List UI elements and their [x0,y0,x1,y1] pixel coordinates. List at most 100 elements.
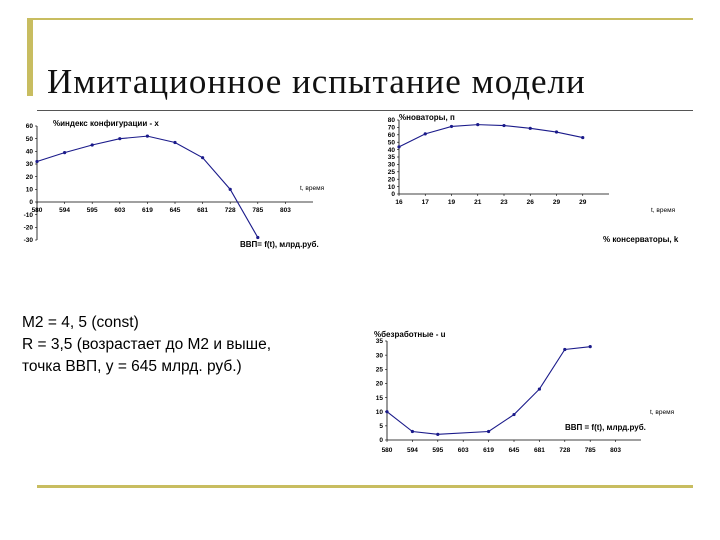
chart-configuration-index: %индекс конфигурации - х t, время ВВП= f… [24,119,325,249]
data-point [528,126,532,130]
x-tick-label: 16 [395,199,403,206]
y-tick-label: 40 [26,149,34,156]
y-tick-label: 20 [388,176,396,183]
data-point [410,429,414,434]
y-tick-label: 50 [26,136,34,143]
x-tick-label: 619 [142,207,153,214]
x-tick-label: 29 [579,199,587,206]
x-tick-label: 728 [225,207,236,214]
y-tick-label: 10 [26,187,34,194]
data-point [563,347,567,352]
data-point [201,156,205,160]
y-tick-label: 70 [388,125,396,132]
series-line [386,346,591,435]
y-tick-label: 35 [388,154,396,161]
y-tick-label: 30 [388,162,396,169]
y-tick-label: 60 [26,123,34,130]
bottom-rule [37,485,693,488]
chart-note: ВВП = f(t), млрд.руб. [565,423,646,432]
y-tick-label: 20 [376,381,384,388]
chart-note: ВВП= f(t), млрд.руб. [240,240,319,249]
y-tick-label: 20 [26,174,34,181]
x-tick-label: 681 [197,207,208,214]
data-point [588,345,592,349]
y-tick-label: 0 [379,437,383,444]
data-point [63,151,67,155]
x-tick-label: 603 [114,207,125,214]
x-tick-label: 645 [170,207,181,214]
y-tick-label: 80 [388,117,396,124]
data-point [512,412,516,417]
data-point [145,134,149,138]
y-tick-label: 5 [379,423,383,430]
x-tick-label: 803 [280,207,291,214]
series-line [36,135,259,238]
x-tick-label: 645 [509,447,520,454]
chart-ylabel: %безработные - u [374,330,446,339]
y-tick-label: 15 [376,395,384,402]
model-parameters: M2 = 4, 5 (const) R = 3,5 (возрастает до… [22,312,271,378]
x-tick-label: 803 [610,447,621,454]
y-tick-label: -30 [24,237,34,244]
x-tick-label: 728 [559,447,570,454]
y-tick-label: -20 [24,225,34,232]
data-point [537,387,541,391]
x-tick-label: 580 [32,207,43,214]
data-point [397,145,401,149]
x-tick-label: 21 [474,199,482,206]
data-point [228,187,232,191]
top-rule [27,18,693,20]
x-tick-label: 17 [422,199,430,206]
y-tick-label: 35 [376,338,384,345]
x-tick-label: 23 [500,199,508,206]
data-point [476,123,480,127]
param-line: R = 3,5 (возрастает до M2 и выше, [22,336,272,353]
y-tick-label: 25 [376,366,384,373]
data-point [173,140,177,145]
data-point [256,235,260,240]
chart-xlabel: t, время [650,409,675,416]
y-tick-label: 30 [26,161,34,168]
x-tick-label: 594 [59,207,70,214]
chart-xlabel: t, время [651,207,676,214]
param-line: M2 = 4, 5 (const) [22,314,139,331]
y-tick-label: 0 [391,191,395,198]
x-tick-label: 681 [534,447,545,454]
slide-title: Имитационное испытание модели [47,62,586,101]
chart-xlabel: t, время [300,185,325,192]
x-tick-label: 603 [458,447,469,454]
chart-innovators: %новаторы, п t, время % консерваторы, k … [388,113,679,244]
chart-ylabel: %индекс конфигурации - х [53,119,159,128]
title-underline [37,110,693,111]
data-point [423,132,427,136]
x-tick-label: 595 [432,447,443,454]
y-tick-label: 60 [388,132,396,139]
data-point [90,143,94,147]
y-tick-label: 0 [29,199,33,206]
x-tick-label: 19 [448,199,456,206]
x-tick-label: 29 [553,199,561,206]
decorative-accent-bar [27,18,33,96]
x-tick-label: 594 [407,447,418,454]
data-point [554,130,559,134]
data-point [487,429,491,434]
data-point [449,124,454,129]
x-tick-label: 619 [483,447,494,454]
y-tick-label: -10 [24,212,34,219]
x-tick-label: 785 [585,447,596,454]
data-point [436,432,440,436]
y-tick-label: 10 [388,184,396,191]
chart-x-title: % консерваторы, k [603,235,679,244]
data-point [502,123,506,128]
x-tick-label: 785 [252,207,263,214]
y-tick-label: 50 [388,139,396,146]
data-point [118,137,122,141]
y-tick-label: 25 [388,169,396,176]
param-line: точка ВВП, y = 645 млрд. руб.) [22,358,242,375]
series-line [398,124,583,148]
y-tick-label: 10 [376,409,384,416]
x-tick-label: 26 [527,199,535,206]
y-tick-label: 30 [376,352,384,359]
data-point [35,159,39,164]
data-point [581,135,585,140]
